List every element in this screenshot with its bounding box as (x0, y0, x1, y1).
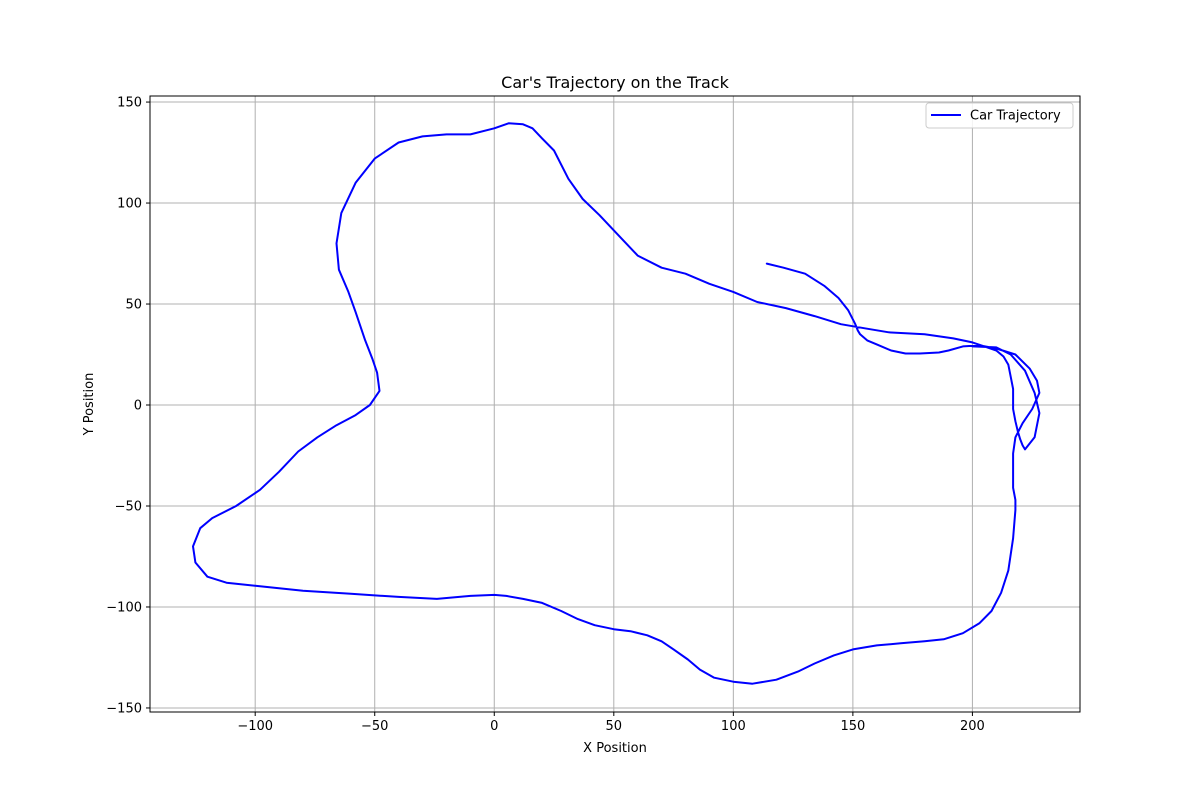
y-tick-label: −50 (115, 499, 142, 514)
plot-area-frame (149, 95, 1081, 713)
y-tick-label: 0 (134, 399, 142, 414)
legend-label-car-trajectory: Car Trajectory (970, 109, 1061, 124)
y-axis-label: Y Position (82, 373, 97, 437)
grid-lines (150, 96, 1080, 712)
series-layer (192, 122, 1041, 685)
y-tick-label: 150 (117, 96, 142, 111)
x-tick-label: 100 (721, 719, 746, 734)
series-line-car-trajectory (192, 122, 1041, 685)
axis-ticks: −100 −50 0 50 100 150 200 −150 −100 −50 0 50 100 150 (106, 96, 985, 734)
y-tick-label: −100 (106, 600, 142, 615)
x-axis-label: X Position (583, 741, 647, 756)
x-tick-label: 0 (490, 719, 498, 734)
x-tick-label: −50 (361, 719, 388, 734)
x-tick-label: 50 (606, 719, 623, 734)
chart-title: Car's Trajectory on the Track (501, 73, 729, 92)
y-tick-label: −150 (106, 701, 142, 716)
legend-box (925, 102, 1074, 129)
x-tick-label: −100 (237, 719, 273, 734)
y-tick-label: 50 (125, 298, 142, 313)
y-tick-label: 100 (117, 197, 142, 212)
x-tick-label: 150 (840, 719, 865, 734)
legend: Car Trajectory (925, 102, 1074, 129)
x-tick-label: 200 (960, 719, 985, 734)
